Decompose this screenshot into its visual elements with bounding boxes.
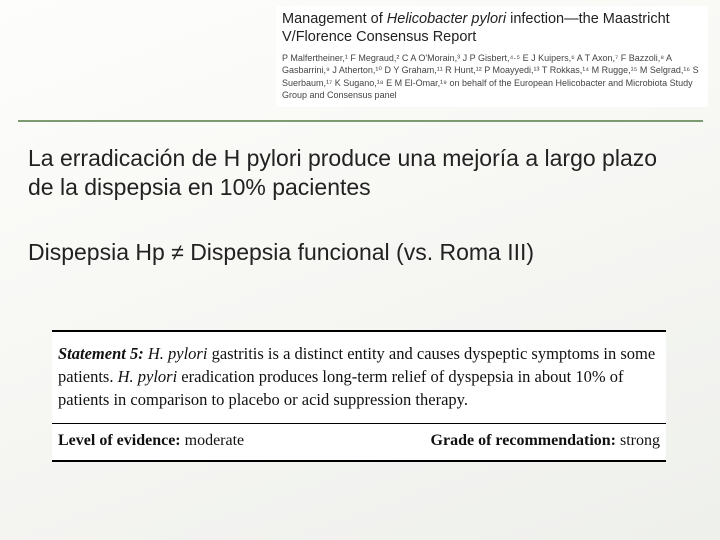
evidence-label: Level of evidence:	[58, 432, 185, 449]
divider	[18, 120, 703, 122]
statement-lead: Statement 5:	[58, 344, 144, 363]
citation-title-italic: Helicobacter pylori	[387, 11, 506, 27]
statement-excerpt: Statement 5: H. pylori gastritis is a di…	[52, 330, 666, 462]
statement-italic-2: H. pylori	[118, 367, 178, 386]
statement-rule-bottom	[52, 460, 666, 462]
citation-authors: P Malfertheiner,¹ F Megraud,² C A O'Mora…	[282, 52, 702, 101]
main-paragraph-1: La erradicación de H pylori produce una …	[28, 144, 688, 203]
citation-header: Management of Helicobacter pylori infect…	[276, 6, 708, 107]
grade-value: strong	[620, 432, 660, 449]
statement-footer: Level of evidence: moderate Grade of rec…	[52, 424, 666, 460]
main-paragraph-2: Dispepsia Hp ≠ Dispepsia funcional (vs. …	[28, 238, 688, 267]
statement-body: Statement 5: H. pylori gastritis is a di…	[52, 332, 666, 423]
citation-title-pre: Management of	[282, 11, 387, 27]
statement-lead-italic: H. pylori	[144, 344, 208, 363]
evidence-level: Level of evidence: moderate	[58, 432, 244, 450]
recommendation-grade: Grade of recommendation: strong	[431, 432, 660, 450]
grade-label: Grade of recommendation:	[431, 432, 620, 449]
citation-title: Management of Helicobacter pylori infect…	[282, 10, 702, 46]
evidence-value: moderate	[185, 432, 245, 449]
